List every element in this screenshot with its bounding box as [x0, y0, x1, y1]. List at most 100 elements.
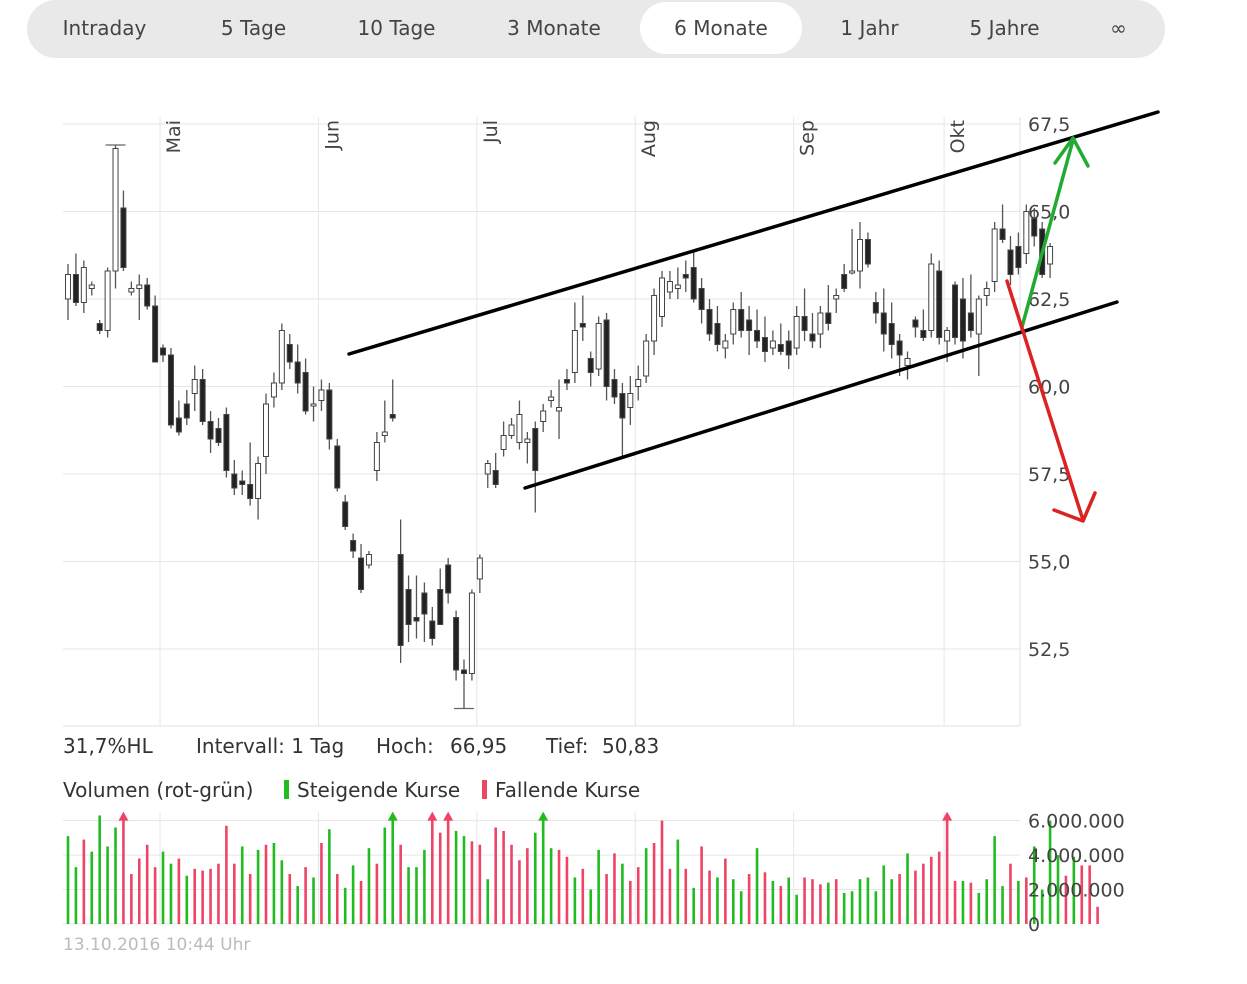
candle — [286, 334, 293, 369]
candle — [682, 260, 689, 292]
candle-body-up — [128, 288, 135, 293]
volume-bar-up — [1001, 886, 1004, 924]
candle — [936, 260, 943, 345]
volume-bar-down — [446, 813, 450, 924]
candles — [65, 144, 1054, 710]
candle — [556, 379, 563, 439]
tab-5-jahre[interactable]: 5 Jahre — [969, 16, 1040, 40]
volume-bar-up — [771, 880, 775, 924]
down-arrow-head — [1052, 491, 1097, 523]
candle-body-down — [825, 312, 832, 324]
candle-body-up — [310, 403, 317, 407]
tab-6-monate[interactable]: 6 Monate — [640, 2, 802, 54]
candle-body-down — [872, 302, 879, 314]
candle — [754, 309, 761, 348]
candle-body-down — [959, 298, 966, 342]
volume-bar-down — [557, 849, 561, 924]
candle-body-down — [342, 501, 349, 527]
lower-trendline — [523, 300, 1119, 490]
tab-5-tage[interactable]: 5 Tage — [220, 16, 287, 40]
candle-body-down — [144, 284, 151, 307]
candle-body-up — [318, 389, 325, 401]
candle — [128, 281, 135, 296]
volume-bar-down — [811, 879, 814, 924]
volume-bar-down — [137, 858, 141, 924]
candle-body-down — [706, 309, 713, 335]
candle — [1031, 208, 1038, 247]
volume-bar-up — [597, 849, 600, 924]
candle — [223, 407, 230, 478]
high-label: Hoch: — [376, 734, 434, 758]
candle — [1023, 204, 1030, 264]
volume-bar-up — [423, 849, 426, 924]
volume-bar-up — [977, 892, 981, 924]
candle — [160, 344, 167, 362]
candle — [263, 393, 269, 474]
candle — [991, 222, 998, 292]
candle-body-down — [397, 554, 404, 646]
candle — [136, 274, 143, 320]
candle-body-down — [152, 305, 159, 363]
candle-body-up — [904, 358, 911, 366]
candle-body-down — [445, 564, 452, 594]
candle — [706, 299, 713, 341]
candle — [849, 229, 856, 275]
candle-body-up — [255, 463, 262, 499]
volume-bar-up — [351, 865, 355, 924]
up-arrow-head — [1053, 136, 1090, 168]
candle-body-down — [286, 344, 293, 363]
candle — [72, 253, 79, 306]
tab-3-monate[interactable]: 3 Monate — [507, 16, 601, 40]
candle — [928, 253, 935, 338]
candle — [334, 439, 341, 492]
price-tick-label: 65,0 — [1028, 202, 1070, 224]
candle — [175, 400, 182, 436]
volume-bar-up — [272, 843, 276, 924]
candle — [967, 274, 974, 338]
volume-bar-up — [1072, 856, 1076, 924]
volume-bar-up — [114, 827, 117, 924]
volume-bar-up — [589, 889, 593, 924]
candle-body-up — [524, 438, 531, 443]
volume-bar-down — [636, 867, 640, 924]
candle — [833, 288, 840, 313]
volume-bar-up — [716, 877, 719, 924]
volume-bar-down — [288, 874, 292, 924]
candle — [872, 292, 879, 324]
candle-body-up — [136, 284, 143, 289]
tab-intraday[interactable]: Intraday — [62, 16, 147, 40]
volume-bar-up — [866, 877, 870, 924]
timeframe-tabs: Intraday 5 Tage 10 Tage 3 Monate 6 Monat… — [27, 0, 1165, 58]
month-label: Jun — [321, 120, 343, 151]
candle-body-down — [302, 372, 309, 412]
tab-1-jahr[interactable]: 1 Jahr — [840, 16, 899, 40]
candle — [120, 190, 127, 271]
candle-body-up — [65, 274, 71, 300]
volume-bar-up — [874, 891, 878, 924]
volume-bar-up — [549, 848, 553, 924]
volume-tick-label: 0 — [1028, 914, 1040, 936]
candle — [785, 330, 792, 369]
candle-body-down — [461, 669, 467, 674]
tab-max[interactable]: ∞ — [1110, 16, 1127, 40]
volume-bar-up — [795, 894, 798, 924]
volume-bar-down — [177, 858, 181, 924]
candle-body-down — [215, 428, 222, 443]
candle-body-up — [833, 295, 840, 300]
candle-body-up — [270, 382, 277, 398]
volume-bar-up — [240, 846, 244, 924]
candle — [500, 421, 507, 457]
candle-body-down — [619, 393, 626, 419]
trend-annotations — [347, 110, 1160, 523]
tab-10-tage[interactable]: 10 Tage — [357, 16, 436, 40]
legend-up-label: Steigende Kurse — [297, 778, 460, 802]
candle-body-down — [841, 274, 848, 289]
volume-bar-down — [834, 879, 838, 924]
price-tick-label: 60,0 — [1028, 377, 1070, 399]
volume-bar-down — [233, 863, 236, 924]
candle — [959, 278, 966, 359]
volume-bar-down — [526, 848, 529, 924]
candle — [714, 306, 721, 352]
candle-body-down — [247, 484, 254, 499]
volume-overflow-arrow — [942, 811, 953, 821]
